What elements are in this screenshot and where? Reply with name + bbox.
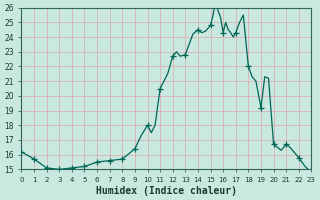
X-axis label: Humidex (Indice chaleur): Humidex (Indice chaleur): [96, 186, 237, 196]
